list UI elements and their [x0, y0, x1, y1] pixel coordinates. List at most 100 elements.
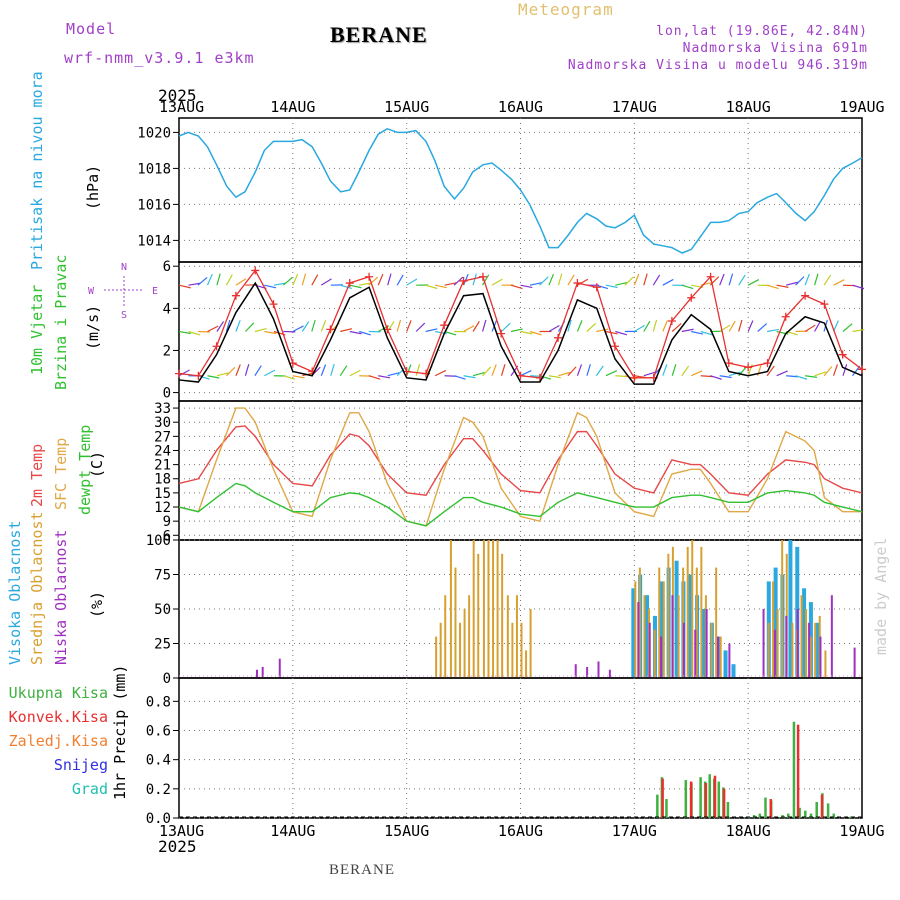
wind-arrow: [340, 284, 352, 290]
wind-arrow: [691, 370, 703, 377]
date-tick-top: 15AUG: [384, 98, 429, 116]
cloud-bar-high: [688, 574, 693, 678]
model-label: Model: [66, 20, 117, 38]
wind-arrow: [301, 273, 307, 286]
y-tick-label: 1014: [137, 233, 171, 249]
wind-arrow: [481, 319, 487, 332]
y-tick-label: 2: [163, 343, 171, 359]
y-tick-label: 15: [154, 486, 171, 502]
cloud-bar-low: [819, 636, 822, 678]
wind-arrow: [823, 274, 832, 286]
cloud-bar-low: [648, 622, 651, 678]
cloud-bar-high: [815, 622, 820, 678]
precip-bar-Konvek.Kisa: [689, 781, 693, 818]
gust-marker: [667, 316, 676, 325]
cloud-bar-mid: [658, 567, 661, 678]
wind-arrow: [738, 274, 746, 286]
wind-arrow: [292, 273, 299, 286]
wind-arrow: [833, 279, 845, 286]
wind-arrow: [491, 364, 497, 376]
y-tick-label: 1018: [137, 161, 171, 177]
wind-arrow: [766, 284, 779, 290]
cloud-bar-mid: [772, 581, 775, 678]
station-title: BERANE: [330, 22, 428, 47]
precip-bar-Ukupna Kisa: [809, 813, 813, 818]
gust-marker: [175, 369, 183, 378]
wind-arrow: [359, 282, 372, 286]
wind-arrow: [814, 320, 821, 332]
wind-arrow: [804, 273, 810, 286]
cloud-bar-mid: [444, 595, 447, 678]
wind-arrow: [444, 330, 457, 336]
y-tick-label: 0.2: [146, 782, 171, 798]
product-title: Meteogram: [518, 0, 614, 19]
wind-arrow: [301, 321, 310, 332]
date-tick-bottom: 16AUG: [498, 822, 543, 840]
precip-bar-Ukupna Kisa: [792, 721, 796, 818]
wind-arrow: [244, 322, 255, 332]
compass-n: N: [121, 262, 127, 273]
cloud-bar-mid: [511, 622, 514, 678]
wind-arrow: [368, 375, 381, 380]
wind-arrow: [662, 278, 674, 286]
cloud-bar-mid: [643, 595, 646, 678]
y-tick-label: 0.0: [146, 811, 171, 827]
gust-marker: [251, 266, 260, 275]
cloud-bar-high: [723, 650, 728, 678]
gust-marker: [630, 373, 639, 382]
wind-arrow: [681, 284, 694, 290]
precip-bar-Ukupna Kisa: [826, 803, 830, 818]
wind-arrow: [719, 273, 725, 286]
cloud-bar-mid: [695, 567, 698, 678]
wind-ylabel-1: 10m Vjetar: [28, 285, 46, 375]
wind-arrow: [557, 273, 563, 286]
y-tick-label: 21: [154, 458, 171, 474]
precip-bar-Ukupna Kisa: [849, 816, 853, 818]
date-tick-bottom: 18AUG: [726, 822, 771, 840]
cloud-bar-mid: [710, 622, 713, 678]
year-label-top: 2025: [158, 86, 197, 105]
wind-arrow: [605, 284, 618, 289]
temp2m-ylabel: 2m Temp: [28, 444, 46, 507]
wind-arrow: [776, 284, 789, 288]
gust-marker: [365, 272, 374, 281]
wind-ylabel-2: Brzina i Pravac: [52, 255, 70, 390]
wind-arrow: [330, 364, 335, 376]
date-tick-top: 17AUG: [612, 98, 657, 116]
cloud-bar-mid: [824, 650, 827, 678]
wind-arrow: [292, 325, 304, 333]
wind-arrow: [482, 274, 490, 286]
cloud-bar-mid: [809, 636, 812, 678]
cloud-bar-mid: [677, 595, 680, 678]
wind-speed-line: [178, 281, 863, 385]
wind-arrow: [615, 281, 628, 286]
cloud-bar-low: [694, 629, 697, 678]
cloud-bar-mid: [634, 581, 637, 678]
precip-bar-Konvek.Kisa: [661, 778, 664, 818]
wind-arrow: [425, 328, 438, 333]
wind-arrow: [339, 365, 348, 377]
cloud-bar-low: [255, 669, 258, 678]
y-tick-label: 0.6: [146, 724, 171, 740]
cloud-bar-mid: [653, 629, 656, 678]
compass-w: W: [88, 286, 95, 297]
wind-arrow: [225, 319, 231, 332]
gust-marker: [763, 359, 772, 368]
wind-arrow: [340, 328, 353, 333]
cloud-bar-low: [682, 622, 685, 678]
cloud-bar-high: [802, 588, 807, 678]
cloud-bar-mid: [449, 540, 452, 678]
wind-arrow: [520, 370, 532, 377]
wind-arrow: [216, 273, 221, 286]
precip-legend-item: Grad: [72, 780, 108, 798]
cloud-bar-high: [701, 609, 706, 678]
cloud-bar-high: [644, 595, 649, 678]
wind-arrow: [548, 273, 555, 286]
cloud-bar-mid: [529, 609, 532, 678]
wind-arrow: [453, 375, 466, 380]
temp-line-2m: [178, 425, 863, 496]
wind-arrow: [671, 323, 682, 332]
model-altitude-label: Nadmorska Visina u modelu 946.319m: [567, 58, 868, 73]
precip-bar-Konvek.Kisa: [722, 788, 726, 818]
wind-arrow: [463, 325, 475, 333]
